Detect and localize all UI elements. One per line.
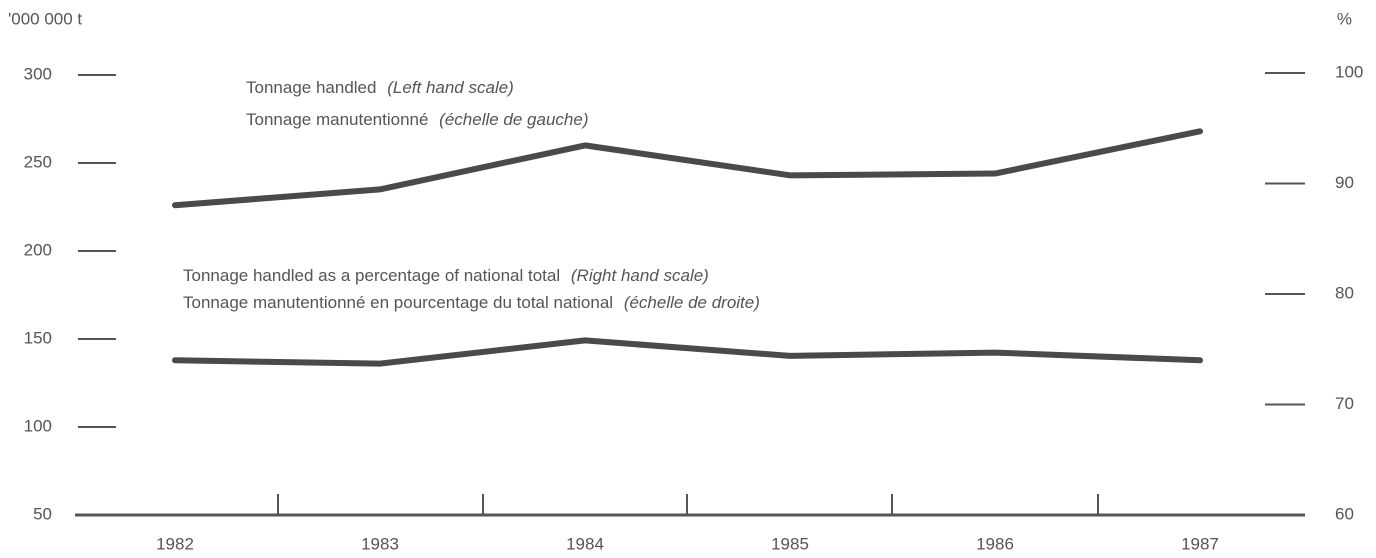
x-tick-label: 1984 <box>566 534 604 553</box>
series-label: Tonnage handled as a percentage of natio… <box>183 266 709 285</box>
x-tick-label: 1986 <box>976 534 1014 553</box>
y-tick-label: 50 <box>33 504 52 523</box>
y-tick-label: 200 <box>24 240 52 259</box>
y-tick-label: 100 <box>24 416 52 435</box>
x-tick-label: 1987 <box>1181 534 1219 553</box>
y2-tick-label: 80 <box>1335 283 1354 302</box>
y-tick-label: 150 <box>24 328 52 347</box>
y2-tick-label: 100 <box>1335 62 1363 81</box>
y2-tick-label: 60 <box>1335 504 1354 523</box>
series-label: Tonnage manutentionné en pourcentage du … <box>183 293 760 312</box>
series-label: Tonnage manutentionné (échelle de gauche… <box>246 110 589 129</box>
series-line <box>172 337 1203 367</box>
x-tick-label: 1982 <box>156 534 194 553</box>
series-label: Tonnage handled (Left hand scale) <box>246 78 514 97</box>
y-tick-label: 250 <box>24 152 52 171</box>
y-unit: '000 000 t <box>8 9 82 28</box>
y2-unit: % <box>1337 9 1352 28</box>
x-tick-label: 1983 <box>361 534 399 553</box>
y2-tick-label: 70 <box>1335 394 1354 413</box>
y-tick-label: 300 <box>24 64 52 83</box>
x-separators <box>277 494 1099 515</box>
x-tick-label: 1985 <box>771 534 809 553</box>
series-line <box>172 128 1203 209</box>
y2-tick-label: 90 <box>1335 173 1354 192</box>
